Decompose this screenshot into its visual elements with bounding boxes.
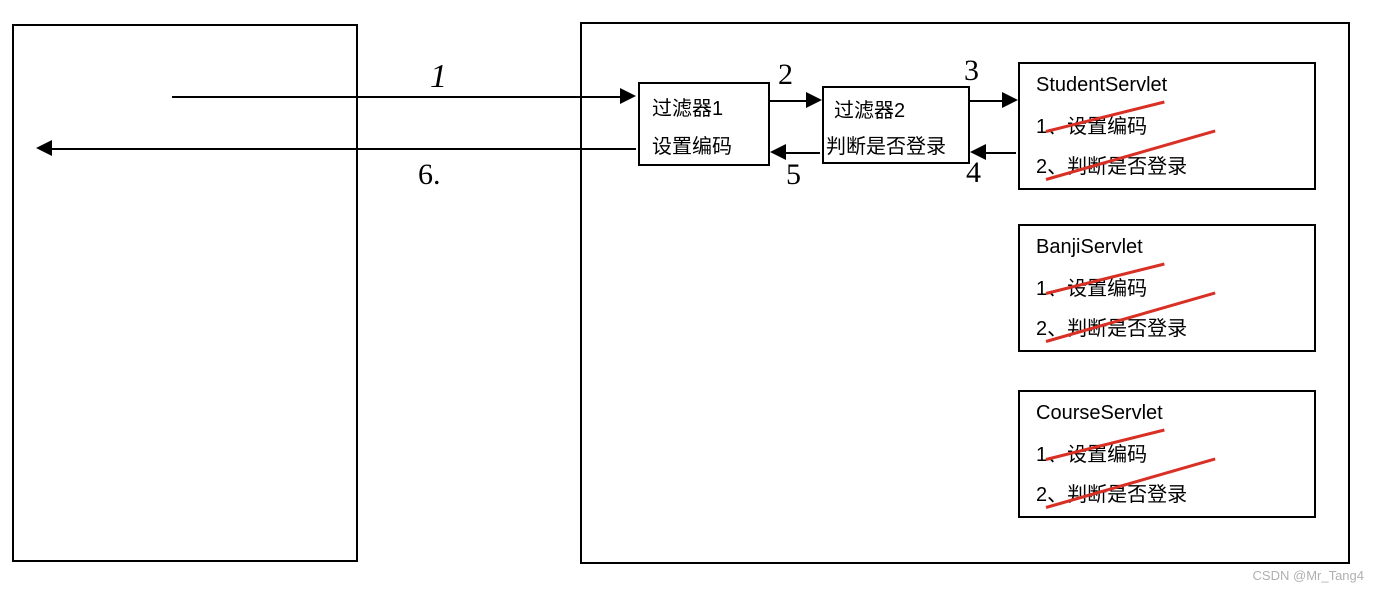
step-number-3: 3 <box>964 54 979 88</box>
course-servlet-line1: 1、设置编码 <box>1036 438 1147 467</box>
course-servlet-title: CourseServlet <box>1036 402 1163 425</box>
arrow-4-line <box>984 152 1016 154</box>
step-number-5: 5 <box>786 158 801 192</box>
step-number-6: 6. <box>418 158 441 192</box>
client-box <box>12 24 358 562</box>
arrow-5-head <box>770 144 786 160</box>
student-servlet-title: StudentServlet <box>1036 74 1167 97</box>
watermark-text: CSDN @Mr_Tang4 <box>1253 568 1364 583</box>
filter1-desc: 设置编码 <box>652 130 732 159</box>
step-number-4: 4 <box>966 156 981 190</box>
step-number-2: 2 <box>778 58 793 92</box>
banji-servlet-line1: 1、设置编码 <box>1036 272 1147 301</box>
filter2-desc: 判断是否登录 <box>826 130 946 159</box>
arrow-6-line <box>52 148 636 150</box>
arrow-2-line <box>770 100 808 102</box>
arrow-1-line <box>172 96 620 98</box>
filter1-title: 过滤器1 <box>652 92 723 121</box>
arrow-5-line <box>784 152 820 154</box>
banji-servlet-title: BanjiServlet <box>1036 236 1143 259</box>
arrow-6-head <box>36 140 52 156</box>
filter2-title: 过滤器2 <box>834 94 905 123</box>
arrow-3-head <box>1002 92 1018 108</box>
step-number-1: 1 <box>430 58 447 96</box>
arrow-3-line <box>970 100 1004 102</box>
arrow-2-head <box>806 92 822 108</box>
student-servlet-line1: 1、设置编码 <box>1036 110 1147 139</box>
arrow-1-head <box>620 88 636 104</box>
